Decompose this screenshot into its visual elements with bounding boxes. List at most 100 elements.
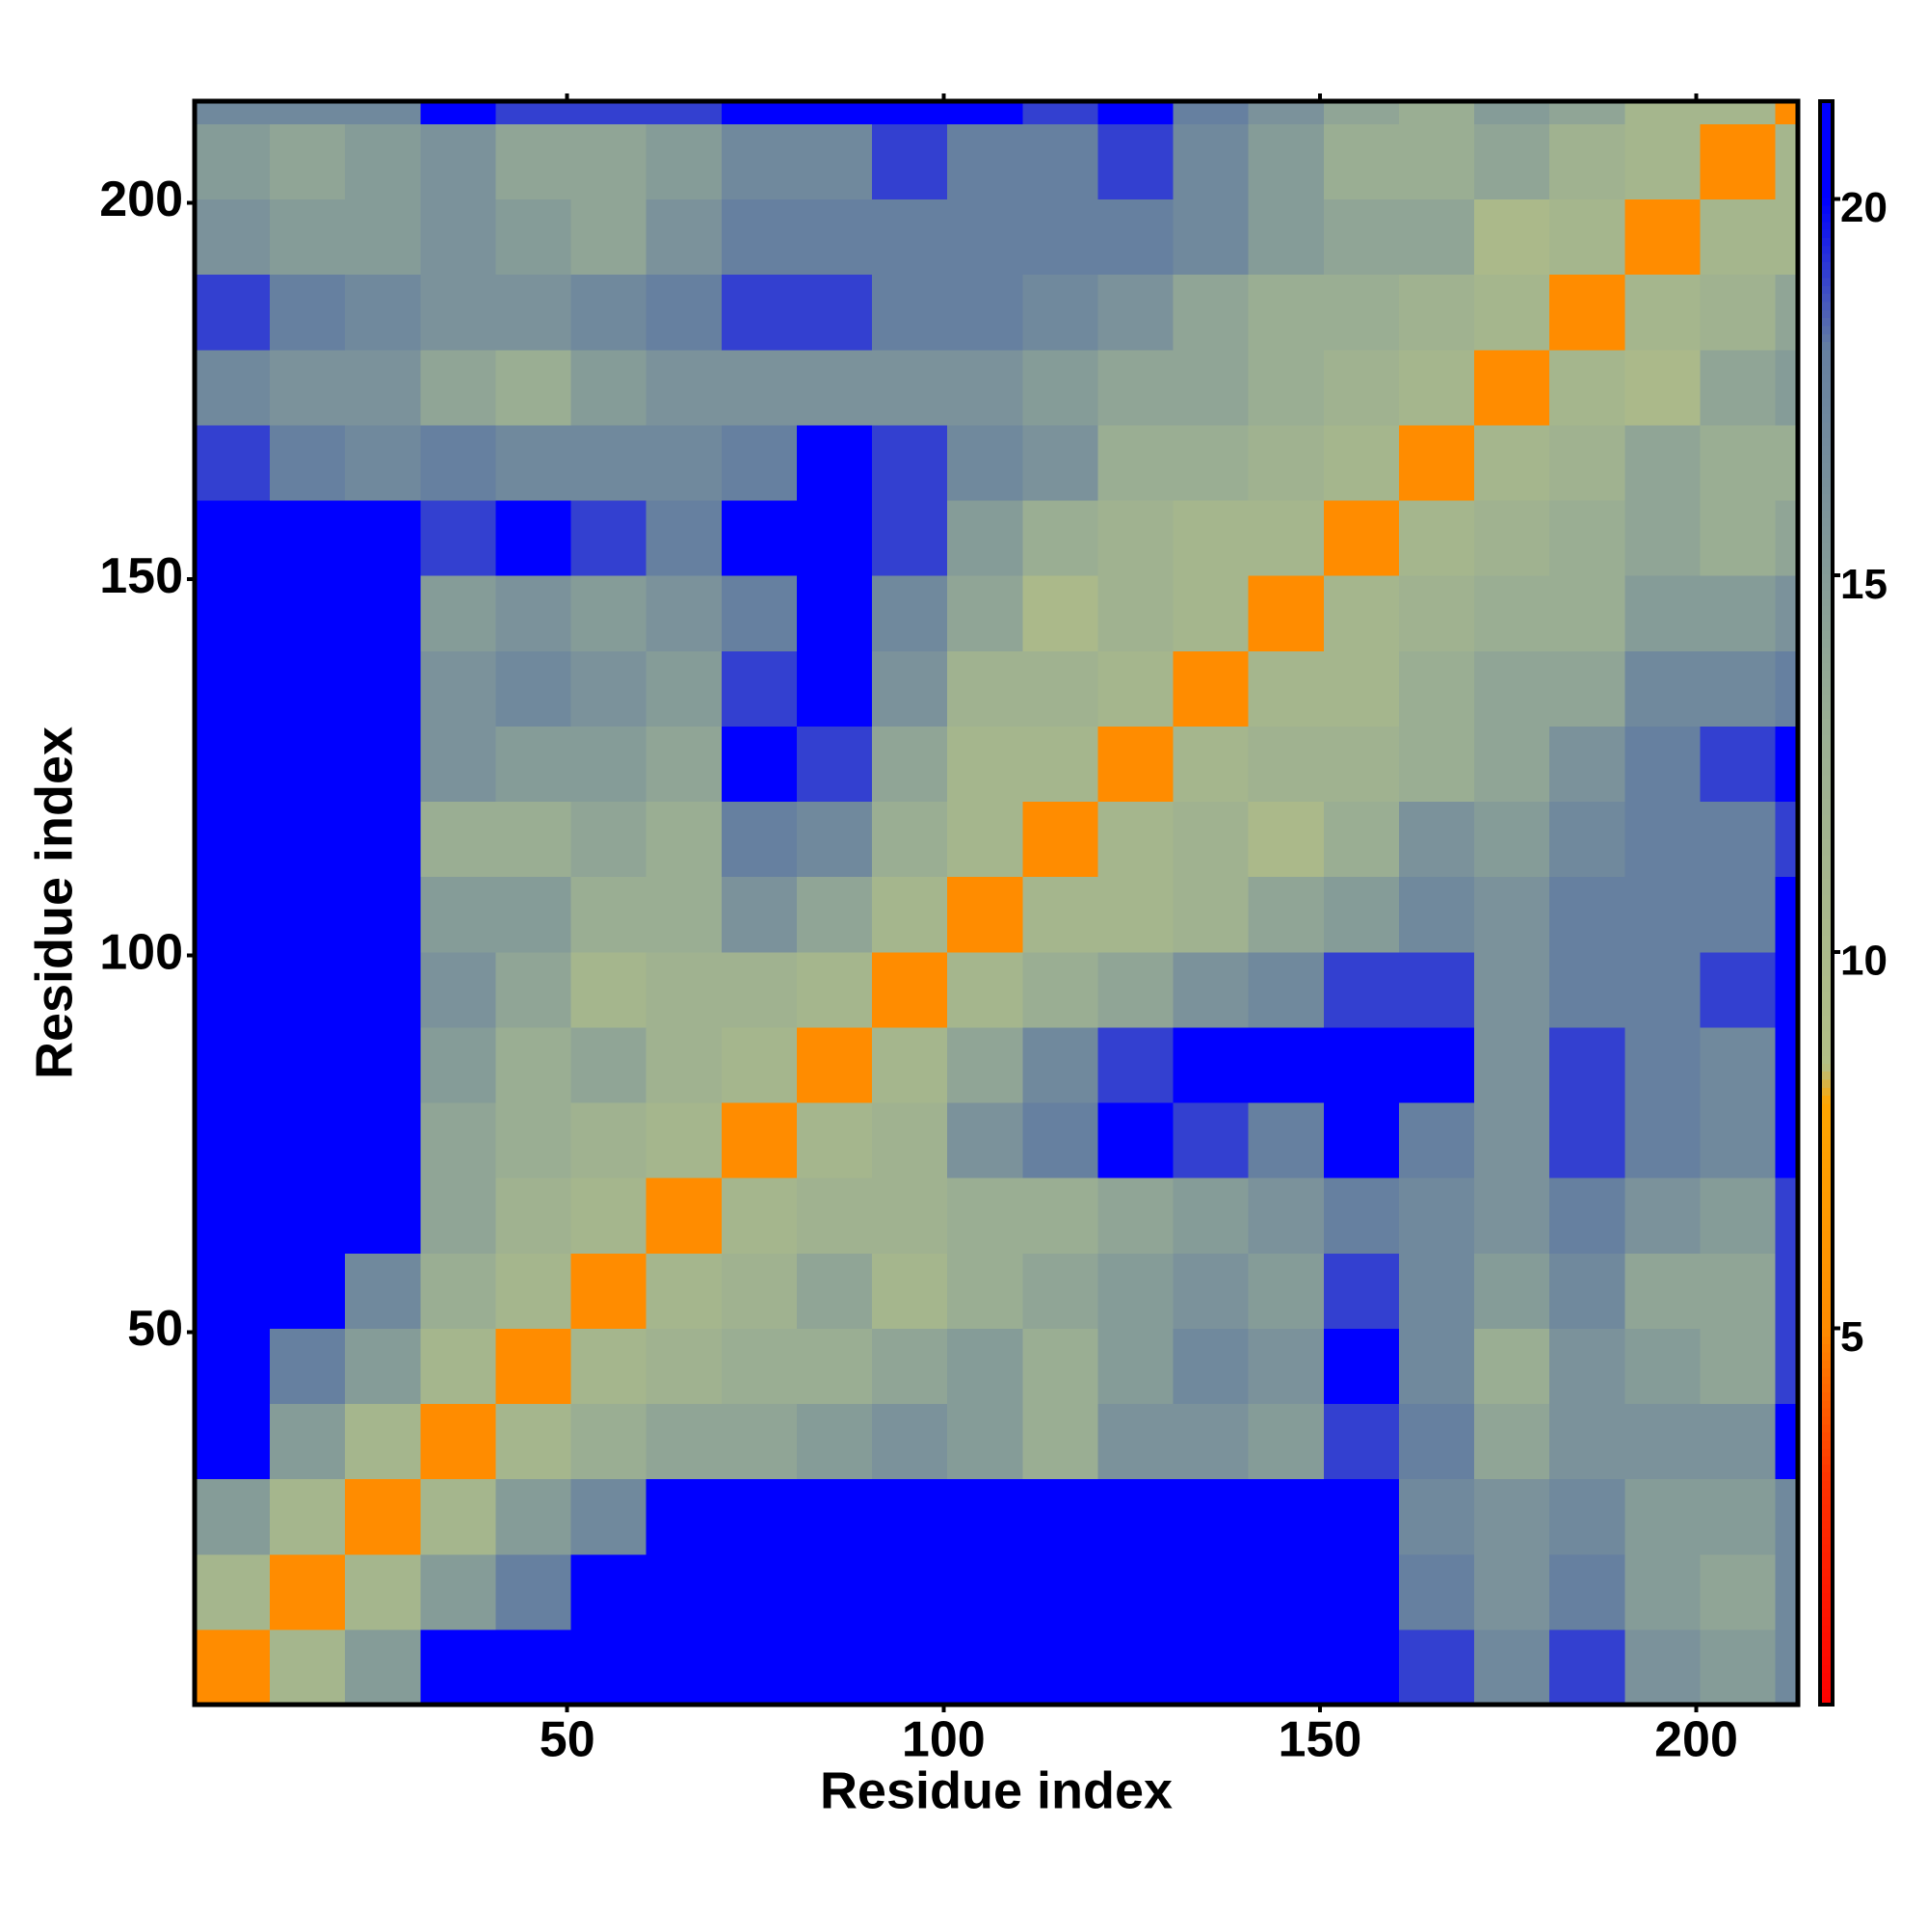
colorbar-segment <box>1820 549 1833 559</box>
heatmap-cell <box>345 951 421 1028</box>
heatmap-cell <box>947 1328 1023 1405</box>
heatmap-cell <box>195 1403 271 1480</box>
colorbar-segment <box>1820 1079 1833 1088</box>
colorbar-segment <box>1820 1295 1833 1305</box>
heatmap-cell <box>872 650 948 727</box>
heatmap-cell <box>570 424 647 501</box>
colorbar-segment <box>1820 1046 1833 1056</box>
heatmap-cell <box>420 1102 496 1178</box>
colorbar-segment <box>1820 1007 1833 1016</box>
colorbar-segment <box>1820 213 1833 223</box>
heatmap-cell <box>270 500 346 576</box>
heatmap-cell <box>1700 1628 1777 1706</box>
heatmap-cell <box>495 951 572 1028</box>
heatmap-cell <box>1700 575 1777 651</box>
colorbar-segment <box>1820 694 1833 703</box>
colorbar-segment <box>1820 974 1833 984</box>
heatmap-cell <box>495 123 572 200</box>
heatmap-cell <box>1624 274 1701 351</box>
heatmap-cell <box>345 1102 421 1178</box>
heatmap-cell <box>1022 1328 1098 1405</box>
colorbar-segment <box>1820 1239 1833 1249</box>
heatmap-cell <box>195 726 271 803</box>
colorbar-segment <box>1820 911 1833 920</box>
heatmap-cell <box>570 349 647 426</box>
colorbar-segment <box>1820 1360 1833 1369</box>
colorbar-segment <box>1820 991 1833 1000</box>
heatmap-cell <box>872 1403 948 1480</box>
colorbar-segment <box>1820 1648 1833 1657</box>
heatmap-cell <box>1173 1328 1250 1405</box>
colorbar-segment <box>1820 1447 1833 1457</box>
x-tick-label: 200 <box>1654 1712 1738 1768</box>
heatmap-cell <box>1398 801 1475 878</box>
colorbar-segment <box>1820 1512 1833 1522</box>
colorbar-segment <box>1820 1231 1833 1240</box>
colorbar-segment <box>1820 966 1833 976</box>
heatmap-cell <box>872 1026 948 1103</box>
heatmap-cell <box>1775 726 1799 803</box>
colorbar-segment <box>1820 1199 1833 1208</box>
heatmap-cell <box>1474 801 1550 878</box>
heatmap-cell <box>1624 500 1701 576</box>
heatmap-cell <box>1097 101 1175 124</box>
heatmap-cell <box>345 500 421 576</box>
colorbar-segment <box>1820 534 1833 543</box>
heatmap-cell <box>195 101 271 124</box>
heatmap-cell <box>1022 349 1098 426</box>
heatmap-cell <box>420 1478 496 1555</box>
heatmap-cell <box>1700 101 1777 124</box>
colorbar-segment <box>1820 766 1833 776</box>
colorbar-segment <box>1820 670 1833 679</box>
heatmap-cell <box>1173 1478 1250 1555</box>
heatmap-cell <box>1624 1328 1701 1405</box>
heatmap-cell <box>1323 101 1400 124</box>
heatmap-cell <box>1624 876 1701 953</box>
colorbar-segment <box>1820 181 1833 191</box>
colorbar-segment <box>1820 702 1833 711</box>
heatmap-cell <box>872 801 948 878</box>
heatmap-cell <box>570 1102 647 1178</box>
heatmap-cell <box>570 500 647 576</box>
colorbar-segment <box>1820 1207 1833 1216</box>
heatmap-cell <box>1624 101 1701 124</box>
heatmap-cell <box>721 726 798 803</box>
heatmap-cell <box>947 101 1023 124</box>
colorbar-segment <box>1820 205 1833 214</box>
heatmap-cell <box>1775 101 1799 124</box>
heatmap-cell <box>646 876 723 953</box>
heatmap-cell <box>345 349 421 426</box>
colorbar-segment <box>1820 413 1833 423</box>
heatmap-cell <box>1700 1553 1777 1630</box>
heatmap-cell <box>1549 101 1625 124</box>
heatmap-cell <box>1398 1403 1475 1480</box>
heatmap-cell <box>495 500 572 576</box>
heatmap-cell <box>796 1026 873 1103</box>
heatmap-cell <box>796 123 873 200</box>
colorbar-segment <box>1820 486 1833 495</box>
heatmap-cell <box>1173 726 1250 803</box>
heatmap-cell <box>1097 726 1175 803</box>
heatmap-cell <box>1549 726 1625 803</box>
colorbar-segment <box>1820 742 1833 752</box>
colorbar-segment <box>1820 855 1833 863</box>
heatmap-cell <box>947 650 1023 727</box>
heatmap-cell <box>1022 1553 1098 1630</box>
colorbar-segment <box>1820 109 1833 119</box>
heatmap-cell <box>1775 1403 1799 1480</box>
heatmap-cell <box>345 1553 421 1630</box>
heatmap-cell <box>1022 650 1098 727</box>
heatmap-cell <box>570 1628 647 1706</box>
heatmap-cell <box>1775 801 1799 878</box>
colorbar-segment <box>1820 1544 1833 1553</box>
colorbar-segment <box>1820 1551 1833 1561</box>
heatmap-cell <box>1474 876 1550 953</box>
heatmap-cell <box>270 1403 346 1480</box>
heatmap-cell <box>646 951 723 1028</box>
colorbar-segment <box>1820 870 1833 880</box>
heatmap-cell <box>495 1102 572 1178</box>
heatmap-cell <box>646 424 723 501</box>
heatmap-cell <box>1549 1102 1625 1178</box>
heatmap-cell <box>872 198 948 276</box>
heatmap-cell <box>721 1628 798 1706</box>
